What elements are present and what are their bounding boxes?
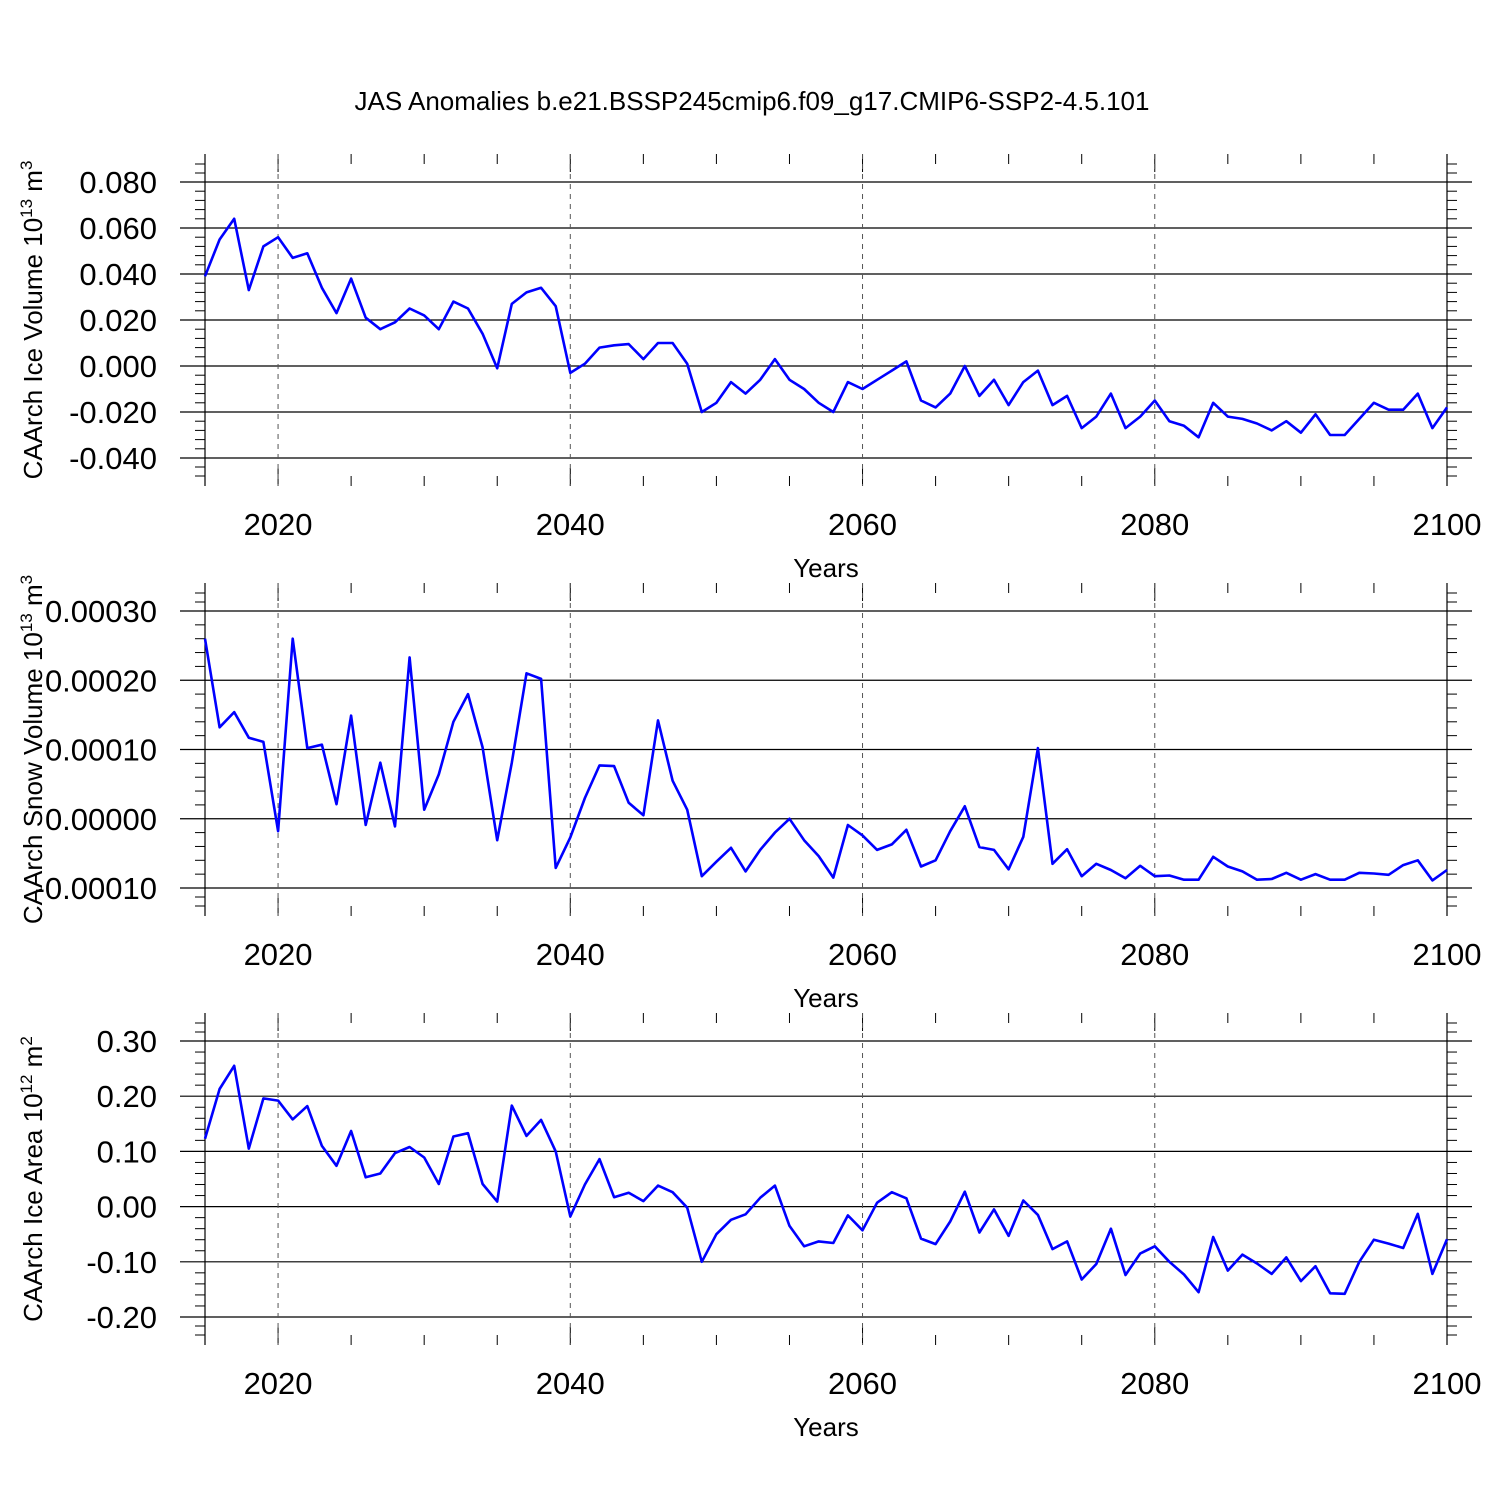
y-tick-label: 0.040: [79, 257, 157, 292]
x-tick-label: 2080: [1120, 937, 1189, 972]
x-tick-label: 2100: [1413, 507, 1482, 542]
x-tick-label: 2060: [828, 937, 897, 972]
y-tick-label: 0.20: [97, 1079, 157, 1114]
y-axis-label: CAArch Snow Volume 1013 m3: [17, 575, 48, 924]
x-tick-label: 2060: [828, 1366, 897, 1401]
y-tick-label: 0.10: [97, 1134, 157, 1169]
y-tick-label: -0.00010: [35, 871, 157, 906]
y-tick-label: 0.080: [79, 165, 157, 200]
y-tick-label: -0.020: [69, 395, 157, 430]
x-tick-label: 2040: [536, 507, 605, 542]
panel-ice-volume: -0.040 -0.020 0.000 0.020 0.040 0.060 0.080 202…: [17, 154, 1481, 583]
y-tick-label: 0.060: [79, 211, 157, 246]
y-tick-label: -0.20: [86, 1300, 157, 1335]
x-tick-label: 2080: [1120, 1366, 1189, 1401]
series-line: [203, 637, 1448, 882]
figure-title: JAS Anomalies b.e21.BSSP245cmip6.f09_g17…: [355, 86, 1150, 116]
panel-ice-area: -0.20 -0.10 0.00 0.10 0.20 0.30 2020 2040 2060 20…: [17, 1013, 1481, 1442]
x-tick-label: 2100: [1413, 1366, 1482, 1401]
x-axis-label: Years: [793, 553, 859, 583]
y-tick-label: 0.000: [79, 349, 157, 384]
x-tick-label: 2020: [244, 937, 313, 972]
x-tick-label: 2020: [244, 1366, 313, 1401]
x-tick-label: 2040: [536, 1366, 605, 1401]
y-tick-label: 0.00000: [45, 802, 157, 837]
y-axis-label: CAArch Ice Volume 1013 m3: [17, 161, 48, 480]
y-axis-label: CAArch Ice Area 1012 m2: [17, 1036, 48, 1322]
x-tick-label: 2100: [1413, 937, 1482, 972]
x-tick-label: 2040: [536, 937, 605, 972]
series-line: [203, 1064, 1449, 1296]
y-tick-label: 0.00030: [45, 594, 157, 629]
y-tick-label: 0.30: [97, 1024, 157, 1059]
y-tick-label: 0.00: [97, 1190, 157, 1225]
y-tick-label: 0.020: [79, 303, 157, 338]
y-tick-label: 0.00010: [45, 733, 157, 768]
x-axis-label: Years: [793, 983, 859, 1013]
series-line: [203, 217, 1449, 439]
x-tick-label: 2080: [1120, 507, 1189, 542]
y-tick-label: -0.10: [86, 1245, 157, 1280]
x-tick-label: 2020: [244, 507, 313, 542]
x-axis-label: Years: [793, 1412, 859, 1442]
x-tick-label: 2060: [828, 507, 897, 542]
y-tick-label: -0.040: [69, 441, 157, 476]
y-tick-label: 0.00020: [45, 663, 157, 698]
panel-snow-volume: -0.00010 0.00000 0.00010 0.00020 0.00030 2020…: [17, 575, 1481, 1013]
